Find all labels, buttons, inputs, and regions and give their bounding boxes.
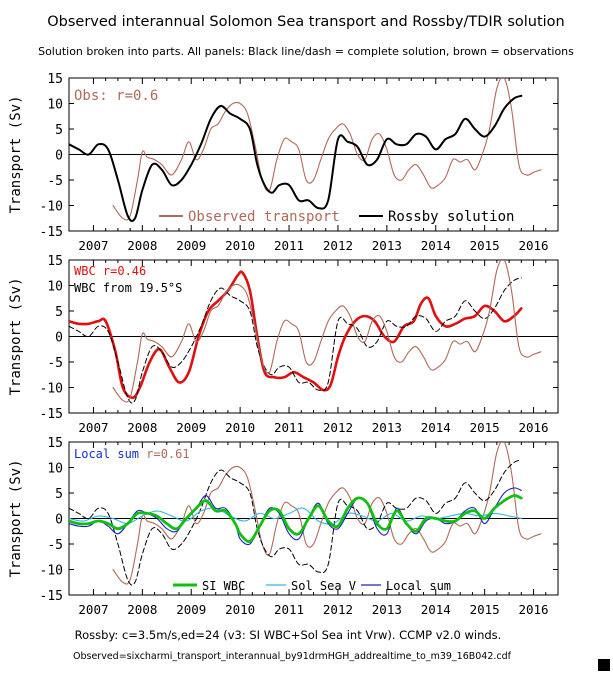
x-tick-label: 2012 [323,602,353,617]
panel3-annotation-local-sum: Local sum [74,447,139,461]
legend-local-sum-label: Local sum [386,579,451,593]
panel-obs-vs-rossby: -15 -10 -5 0 5 10 15 Transport (Sv) 2007 2008 2009… [8,72,559,253]
x-tick-label: 2007 [78,238,108,253]
x-tick-label: 2010 [225,602,255,617]
panel-wbc: -15 -10 -5 0 5 10 15 Transport (Sv) 2007 2008 2009… [8,254,559,435]
y-tick-label: 5 [55,305,63,320]
panel3-legend: SI WBC Sol Sea V Local sum [173,579,451,593]
series-local-sum [69,487,522,546]
panel1-legend: Observed transport Rossby solution [159,209,514,225]
y-tick-label: -10 [40,200,63,215]
x-tick-label: 2010 [225,420,255,435]
x-tick-label: 2007 [78,420,108,435]
x-tick-label: 2014 [421,238,451,253]
footer-rossby-note: Rossby: c=3.5m/s,ed=24 (v3: SI WBC+Sol S… [75,628,502,642]
series-si-wbc [69,494,523,544]
y-tick-label: 15 [47,72,63,87]
x-tick-label: 2007 [78,602,108,617]
legend-rossby-label: Rossby solution [388,209,514,225]
y-tick-label: -15 [40,407,63,422]
y-tick-label: -5 [47,174,63,189]
legend-observed-label: Observed transport [188,209,340,225]
panel1-plot-area [69,78,542,223]
y-tick-label: 0 [55,331,63,346]
y-tick-label: -15 [40,225,63,240]
x-tick-label: 2014 [421,420,451,435]
figure-subtitle: Solution broken into parts. All panels: … [38,45,574,58]
x-tick-label: 2013 [372,602,402,617]
x-tick-label: 2014 [421,602,451,617]
y-tick-label: -10 [40,382,63,397]
series-rossby-solution [69,277,522,404]
y-tick-label: 10 [47,280,63,295]
footer-observed-note: Observed=sixcharmi_transport_interannual… [73,651,512,662]
x-tick-label: 2008 [127,420,157,435]
y-axis-label: Transport (Sv) [8,95,24,213]
series-observed-transport [112,442,542,585]
y-tick-label: 15 [47,436,63,451]
series-rossby-solution [69,94,523,223]
x-tick-label: 2009 [176,238,206,253]
panel1-annotation: Obs: r=0.6 [74,88,158,104]
x-tick-label: 2016 [518,238,548,253]
x-tick-label: 2011 [274,238,304,253]
x-tick-label: 2013 [372,238,402,253]
y-tick-label: 0 [55,513,63,528]
x-tick-label: 2009 [176,420,206,435]
y-axis-label: Transport (Sv) [8,277,24,395]
x-tick-label: 2016 [518,420,548,435]
x-tick-label: 2011 [274,420,304,435]
x-tick-label: 2012 [323,420,353,435]
panel3-annotation-r: r=0.61 [139,447,190,461]
y-tick-label: -10 [40,564,63,579]
figure-title: Observed interannual Solomon Sea transpo… [47,14,565,30]
series-observed-transport [112,260,542,403]
y-tick-label: -15 [40,589,63,604]
x-tick-label: 2008 [127,602,157,617]
series-rossby-solution [69,459,522,586]
panel3-annotation: Local sum r=0.61 [74,447,190,461]
x-tick-label: 2008 [127,238,157,253]
panel2-annotation-wbc: WBC r=0.46 [74,264,146,278]
x-tick-label: 2015 [470,420,500,435]
x-tick-label: 2012 [323,238,353,253]
y-tick-label: 10 [47,98,63,113]
panel2-axes: -15 -10 -5 0 5 10 15 Transport (Sv) 2007 2008 2009… [8,254,559,435]
x-tick-label: 2013 [372,420,402,435]
legend-si-wbc-label: SI WBC [202,579,245,593]
panel2-annotation-wbc-from: WBC from 19.5°S [74,281,182,295]
series-observed-transport [112,78,542,221]
x-tick-label: 2011 [274,602,304,617]
y-tick-label: 5 [55,123,63,138]
panel1-axes: -15 -10 -5 0 5 10 15 Transport (Sv) 2007 2008 2009… [8,72,559,253]
corner-marker [598,659,610,671]
x-tick-label: 2009 [176,602,206,617]
y-axis-label: Transport (Sv) [8,459,24,577]
x-tick-label: 2015 [470,602,500,617]
y-tick-label: 15 [47,254,63,269]
y-tick-label: 10 [47,462,63,477]
panel2-plot-area [69,260,542,404]
x-tick-label: 2015 [470,238,500,253]
panel-local-sum: -15 -10 -5 0 5 10 15 Transport (Sv) 2007 2008 2009… [8,436,559,617]
legend-sol-sea-v-label: Sol Sea V [291,579,356,593]
panel3-plot-area [69,442,542,586]
x-tick-label: 2010 [225,238,255,253]
y-tick-label: -5 [47,356,63,371]
x-tick-label: 2016 [518,602,548,617]
series-sol-sea-v [69,507,522,525]
y-tick-label: 5 [55,487,63,502]
y-tick-label: -5 [47,538,63,553]
y-tick-label: 0 [55,149,63,164]
panel3-axes: -15 -10 -5 0 5 10 15 Transport (Sv) 2007 2008 2009… [8,436,559,617]
